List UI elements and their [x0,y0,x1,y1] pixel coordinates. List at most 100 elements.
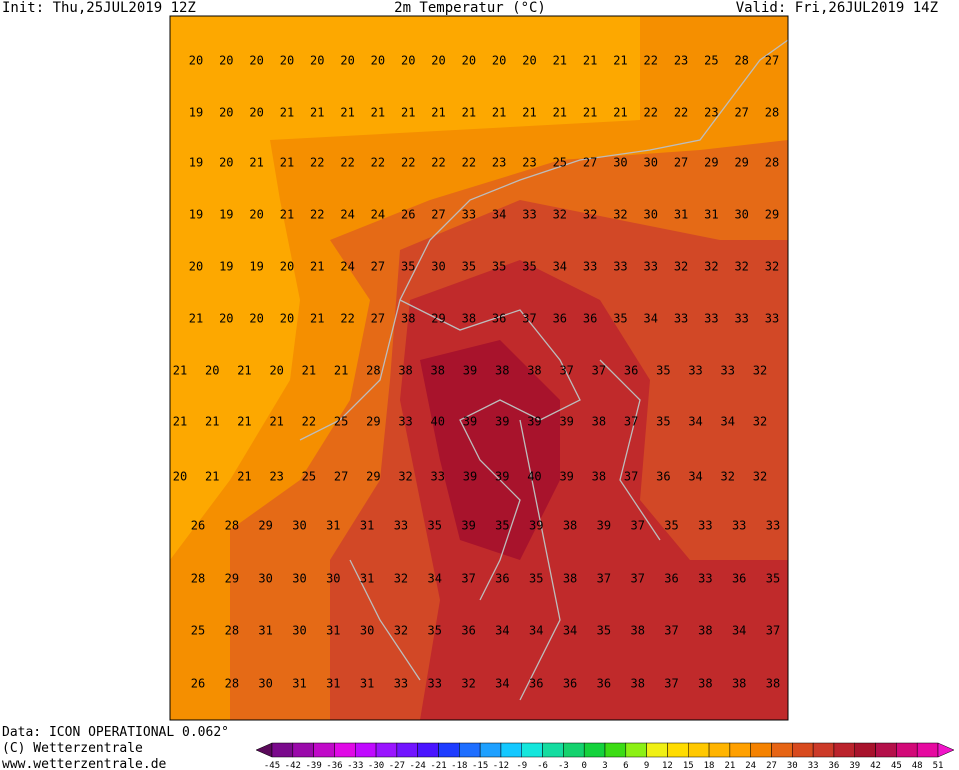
grid-value: 19 [189,106,203,120]
grid-value: 34 [563,624,577,638]
grid-value: 25 [191,624,205,638]
grid-value: 33 [644,260,658,274]
colorbar-label: 27 [766,761,777,770]
grid-value: 28 [225,624,239,638]
grid-value: 37 [559,364,573,378]
grid-value: 35 [401,260,415,274]
colorbar-swatch [875,742,897,758]
grid-value: 31 [258,624,272,638]
grid-value: 31 [326,677,340,691]
grid-value: 39 [461,519,475,533]
grid-value: 36 [529,677,543,691]
grid-value: 20 [219,106,233,120]
colorbar-swatch [792,742,814,758]
grid-value: 32 [398,470,412,484]
grid-value: 35 [656,415,670,429]
grid-value: 27 [371,260,385,274]
grid-value: 30 [360,624,374,638]
grid-value: 20 [280,54,294,68]
grid-value: 30 [258,572,272,586]
grid-value: 29 [258,519,272,533]
colorbar-arrow-high [937,742,955,758]
init-label: Init: Thu,25JUL2019 12Z [2,0,196,16]
grid-value: 32 [583,208,597,222]
grid-value: 21 [431,106,445,120]
colorbar-label: 39 [849,761,860,770]
coastline [299,39,788,701]
grid-value: 21 [334,364,348,378]
grid-value: 38 [527,364,541,378]
colorbar-label: 15 [683,761,694,770]
colorbar-swatch [563,742,585,758]
grid-value: 21 [583,54,597,68]
grid-value: 20 [371,54,385,68]
grid-value: 19 [249,260,263,274]
map-field [170,16,788,720]
grid-value: 31 [292,677,306,691]
grid-value: 32 [753,364,767,378]
grid-value: 29 [366,415,380,429]
grid-value: 20 [249,208,263,222]
grid-value: 21 [269,415,283,429]
grid-value: 21 [302,364,316,378]
grid-value: 20 [189,54,203,68]
grid-value: 21 [237,364,251,378]
grid-value: 20 [205,364,219,378]
grid-value: 32 [674,260,688,274]
grid-value: 36 [461,624,475,638]
grid-value: 37 [624,470,638,484]
grid-value: 34 [721,415,735,429]
grid-value: 22 [310,156,324,170]
grid-value: 21 [583,106,597,120]
colorbar-swatch [916,742,939,758]
grid-value: 33 [766,519,780,533]
grid-value: 26 [401,208,415,222]
grid-value: 34 [495,677,509,691]
grid-value: 37 [630,572,644,586]
colorbar-label: -3 [558,761,569,770]
grid-value: 36 [664,572,678,586]
colorbar-swatch [812,742,835,758]
grid-value: 27 [765,54,779,68]
colorbar-label: -30 [368,761,384,770]
colorbar-swatch [688,742,710,758]
grid-value: 32 [394,624,408,638]
grid-value: 21 [310,312,324,326]
grid-value: 34 [529,624,543,638]
grid-value: 34 [644,312,658,326]
colorbar-swatch [771,742,793,758]
grid-value: 28 [191,572,205,586]
grid-value: 34 [553,260,567,274]
grid-value: 33 [522,208,536,222]
grid-value: 21 [249,156,263,170]
grid-value: 29 [765,208,779,222]
grid-value: 20 [173,470,187,484]
colorbar-label: 18 [704,761,715,770]
grid-value: 21 [280,156,294,170]
grid-value: 21 [371,106,385,120]
colorbar-arrow-low [255,742,273,758]
grid-value: 37 [630,519,644,533]
colorbar-swatch [646,742,668,758]
value-grid: 20 20 20 20 20 20 20 20 20 20 20 20 21 21 21 22 23 25 28 27… [173,54,780,691]
grid-value: 33 [674,312,688,326]
grid-value: 32 [753,415,767,429]
colorbar-swatch [375,742,398,758]
grid-value: 35 [529,572,543,586]
colorbar-swatch [729,742,751,758]
grid-value: 38 [630,624,644,638]
grid-value: 35 [492,260,506,274]
grid-value: 22 [302,415,316,429]
colorbar-label: 0 [581,761,586,770]
grid-value: 20 [462,54,476,68]
grid-value: 37 [592,364,606,378]
grid-value: 19 [189,156,203,170]
grid-value: 22 [310,208,324,222]
grid-value: 20 [249,106,263,120]
grid-value: 34 [688,415,702,429]
colorbar-label: -6 [537,761,548,770]
grid-value: 35 [495,519,509,533]
grid-value: 21 [237,415,251,429]
colorbar-label: -21 [430,761,446,770]
